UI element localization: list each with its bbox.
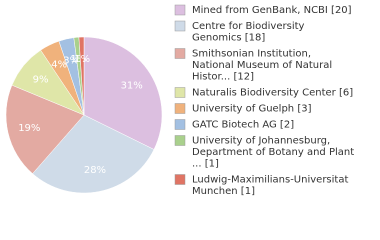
slice-label: 19%: [18, 123, 40, 134]
legend-swatch: [174, 135, 186, 146]
legend-label: Genomics [18]: [192, 33, 265, 44]
legend-swatch: [174, 119, 186, 130]
slice-label: 28%: [84, 165, 106, 176]
legend-label: Mined from GenBank, NCBI [20]: [192, 5, 352, 16]
slice-label: 9%: [33, 74, 49, 85]
pie-slice: [83, 36, 163, 150]
legend-label: University of Johannesburg,: [192, 136, 330, 147]
pie-slice: [78, 36, 85, 116]
slice-label: 1%: [71, 54, 87, 65]
legend-swatch: [174, 4, 186, 16]
legend-label: Smithsonian Institution,: [192, 49, 311, 60]
slice-label: 4%: [51, 60, 67, 71]
legend-label: University of Guelph [3]: [192, 104, 312, 115]
legend-swatch: [174, 103, 186, 114]
slice-label: 31%: [121, 80, 143, 91]
legend-label: Munchen [1]: [192, 186, 255, 197]
legend-label: Centre for Biodiversity: [192, 21, 305, 32]
slice-label: 3%: [63, 55, 79, 66]
legend-label: Department of Botany and Plant: [192, 147, 354, 158]
pie-slice: [5, 84, 85, 174]
legend-swatch: [174, 48, 186, 59]
legend-label: GATC Biotech AG [2]: [192, 120, 294, 131]
legend-label: Histor... [12]: [192, 72, 254, 83]
pie-slice: [32, 114, 155, 194]
legend-label: National Museum of Natural: [192, 60, 332, 71]
slice-label: 1%: [74, 54, 90, 65]
legend-swatch: [174, 87, 186, 98]
legend-label: ... [1]: [192, 159, 219, 170]
legend-label: Naturalis Biodiversity Center [6]: [192, 88, 353, 99]
legend-swatch: [174, 174, 186, 185]
legend-swatch: [174, 20, 186, 32]
legend-label: Ludwig-Maximilians-Universitat: [192, 175, 348, 186]
